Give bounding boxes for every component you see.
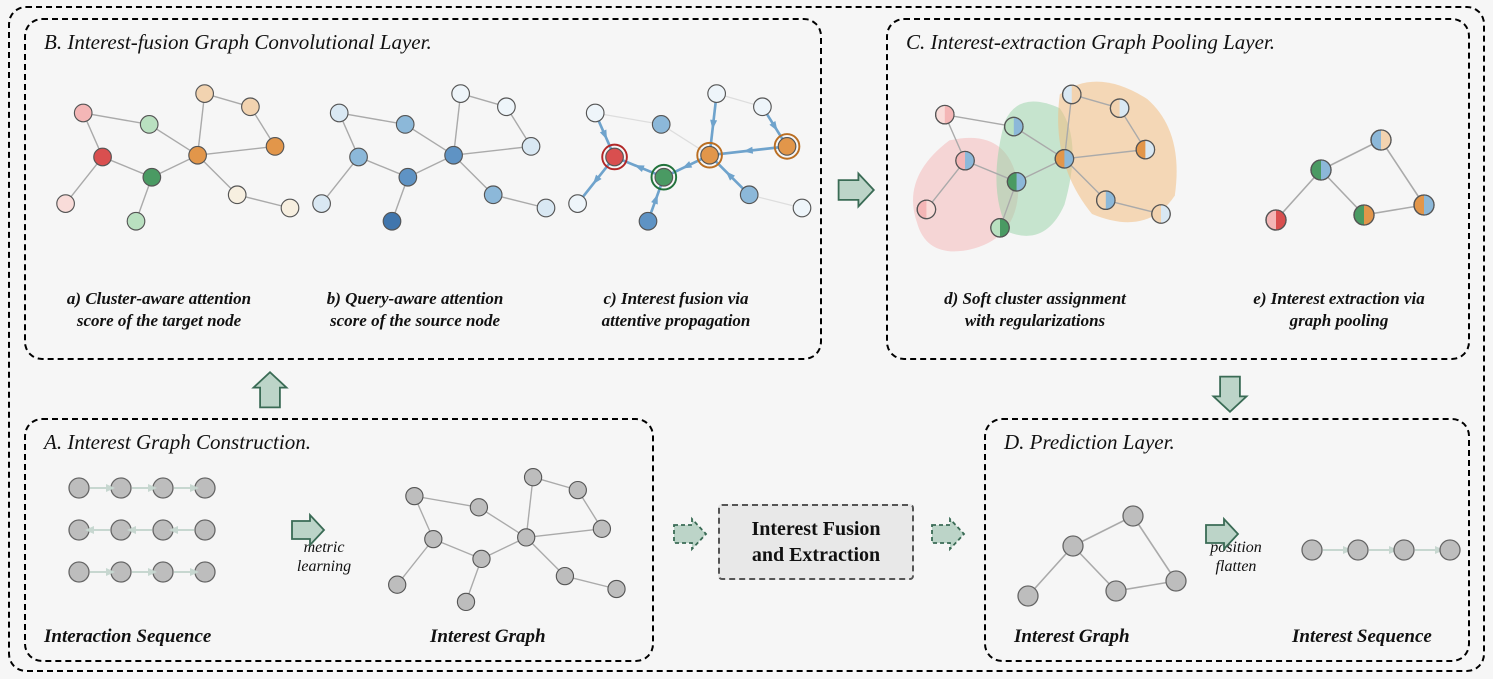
draw-layer [0, 0, 1493, 679]
